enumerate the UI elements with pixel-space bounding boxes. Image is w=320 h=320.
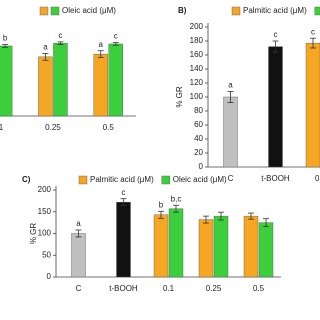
y-tick-label: 100 bbox=[190, 92, 204, 101]
x-tick-label: 0.1 bbox=[0, 123, 4, 132]
bar bbox=[38, 56, 53, 117]
y-tick-label: 0 bbox=[47, 272, 52, 281]
error-bar bbox=[57, 41, 64, 45]
bar bbox=[168, 208, 184, 278]
legend-swatch bbox=[314, 6, 320, 16]
error-bar bbox=[97, 50, 104, 58]
significance-label: b bbox=[3, 34, 8, 43]
error-bar bbox=[310, 37, 316, 49]
error-bar bbox=[75, 229, 82, 238]
significance-label: a bbox=[228, 81, 233, 90]
legend-label: Oleic acid (μM) bbox=[173, 175, 227, 184]
bar bbox=[268, 46, 283, 168]
panel-label: C) bbox=[22, 175, 31, 184]
x-tick-label: t-BOOH bbox=[109, 284, 138, 293]
y-tick-label: 20 bbox=[194, 148, 203, 157]
y-tick-label: 0 bbox=[199, 162, 204, 171]
error-bar bbox=[42, 53, 49, 61]
x-tick-label: C bbox=[228, 174, 234, 183]
significance-label: a bbox=[76, 219, 81, 228]
y-tick-label: 50 bbox=[42, 250, 51, 259]
bar bbox=[198, 219, 214, 278]
significance-label: c bbox=[58, 31, 62, 40]
error-bar bbox=[248, 212, 254, 220]
legend-swatch bbox=[50, 6, 60, 16]
x-tick-label: C bbox=[76, 284, 82, 293]
error-bar bbox=[173, 204, 179, 213]
bar bbox=[305, 42, 320, 168]
bar bbox=[53, 43, 68, 117]
error-bar bbox=[2, 44, 9, 48]
significance-label: c bbox=[274, 30, 278, 39]
y-tick-label: 140 bbox=[190, 64, 204, 73]
error-bar bbox=[263, 218, 269, 227]
legend-swatch bbox=[78, 175, 88, 185]
y-tick-label: 200 bbox=[190, 22, 204, 31]
x-tick-label: t-BOOH bbox=[261, 174, 290, 183]
error-bar bbox=[227, 91, 234, 103]
bar bbox=[71, 233, 86, 278]
legend-label: Oleic acid (μM) bbox=[62, 6, 116, 15]
significance-label: c bbox=[311, 27, 315, 36]
error-bar bbox=[203, 215, 209, 224]
x-tick-label: 0.5 bbox=[253, 284, 265, 293]
x-tick-label: 0.25 bbox=[45, 123, 61, 132]
panel-label: B) bbox=[178, 6, 187, 15]
bar bbox=[153, 214, 169, 278]
x-tick-label: 0.1 bbox=[315, 174, 320, 183]
error-bar bbox=[112, 42, 119, 46]
y-tick-label: 180 bbox=[190, 36, 204, 45]
bar bbox=[243, 215, 259, 278]
bar bbox=[213, 215, 229, 278]
significance-label: c bbox=[114, 32, 118, 41]
y-tick-label: 100 bbox=[38, 229, 52, 238]
x-tick-label: 0.5 bbox=[103, 123, 115, 132]
error-bar bbox=[120, 198, 127, 207]
significance-label: a bbox=[99, 40, 104, 49]
y-axis-label: % GR bbox=[29, 223, 38, 245]
error-bar bbox=[218, 211, 224, 221]
y-tick-label: 150 bbox=[38, 207, 52, 216]
bar bbox=[116, 201, 131, 278]
y-tick-label: 60 bbox=[194, 120, 203, 129]
bar bbox=[93, 53, 108, 117]
legend-label: Palmitic acid (μM) bbox=[243, 6, 307, 15]
legend-swatch bbox=[39, 6, 49, 16]
y-tick-label: 120 bbox=[190, 78, 204, 87]
legend-label: Palmitic acid (μM) bbox=[90, 175, 154, 184]
error-bar bbox=[272, 40, 279, 53]
bar bbox=[108, 43, 123, 117]
bar bbox=[258, 222, 274, 278]
x-tick-label: 0.1 bbox=[163, 284, 175, 293]
significance-label: b,c bbox=[171, 194, 182, 203]
legend-swatch bbox=[231, 6, 241, 16]
significance-label: b bbox=[159, 200, 164, 209]
error-bar bbox=[158, 210, 164, 219]
x-tick-label: 0.25 bbox=[206, 284, 222, 293]
bar bbox=[223, 96, 238, 168]
y-tick-label: 200 bbox=[38, 185, 52, 194]
significance-label: c bbox=[122, 188, 126, 197]
y-tick-label: 40 bbox=[194, 134, 203, 143]
legend-swatch bbox=[161, 175, 170, 185]
bar bbox=[0, 45, 13, 117]
y-tick-label: 160 bbox=[190, 50, 204, 59]
y-axis-label: % GR bbox=[175, 86, 184, 108]
significance-label: a bbox=[43, 43, 48, 52]
y-tick-label: 80 bbox=[194, 106, 203, 115]
